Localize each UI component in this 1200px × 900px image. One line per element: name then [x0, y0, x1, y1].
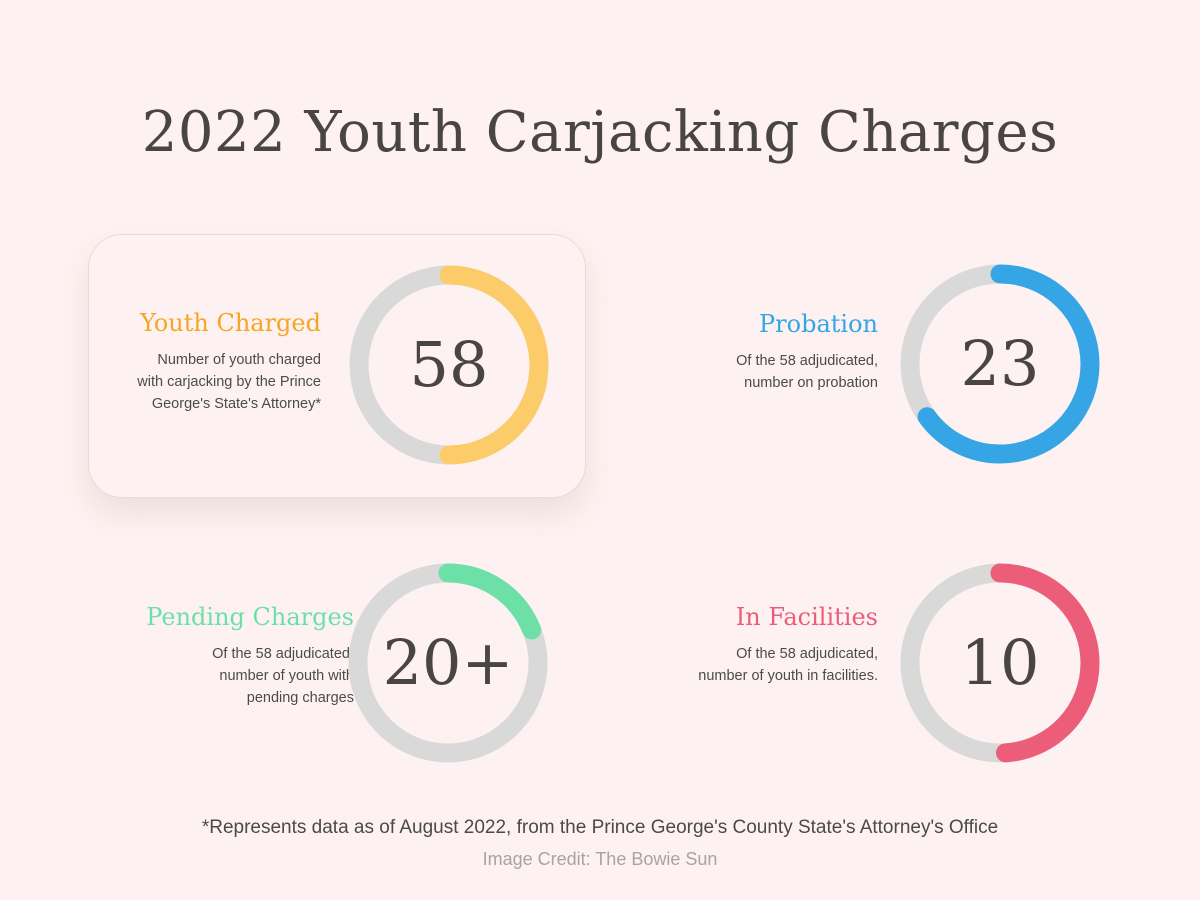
donut-chart-in-facilities: 10	[900, 563, 1100, 763]
stat-heading: Probation	[759, 310, 878, 338]
footnote: *Represents data as of August 2022, from…	[201, 817, 999, 838]
donut-arc-in-facilities	[900, 563, 1100, 763]
stat-text-in-facilities: In Facilities Of the 58 adjudicated, num…	[638, 603, 878, 687]
stat-description: Number of youth charged with carjacking …	[137, 352, 321, 412]
donut-value: 10	[960, 626, 1040, 699]
donut-svg	[348, 563, 548, 763]
donut-chart-probation: 23	[900, 264, 1100, 464]
donut-value: 58	[409, 328, 489, 401]
stat-heading: In Facilities	[735, 603, 878, 631]
stat-description: Of the 58 adjudicated, number on probati…	[736, 353, 878, 391]
donut-chart-youth-charged: 58	[349, 265, 549, 465]
donut-svg	[900, 563, 1100, 763]
page-title: 2022 Youth Carjacking Charges	[141, 100, 1059, 165]
stat-description: Of the 58 adjudicated, number of youth i…	[698, 646, 878, 684]
image-credit: Image Credit: The Bowie Sun	[482, 849, 718, 869]
stat-description: Of the 58 adjudicated, number of youth w…	[212, 646, 354, 706]
stat-card-probation: Probation Of the 58 adjudicated, number …	[640, 264, 1110, 474]
donut-value: 23	[960, 327, 1040, 400]
stat-text-probation: Probation Of the 58 adjudicated, number …	[638, 310, 878, 394]
donut-arc-youth-charged	[349, 265, 549, 465]
donut-svg	[900, 264, 1100, 464]
stat-heading: Pending Charges	[146, 603, 354, 631]
donut-svg	[349, 265, 549, 465]
stat-text-youth-charged: Youth Charged Number of youth charged wi…	[81, 309, 321, 415]
donut-arc-pending-charges	[348, 563, 548, 763]
stat-card-pending-charges: Pending Charges Of the 58 adjudicated, n…	[88, 563, 558, 773]
stat-card-in-facilities: In Facilities Of the 58 adjudicated, num…	[640, 563, 1110, 773]
donut-chart-pending-charges: 20+	[348, 563, 548, 763]
donut-arc-probation	[900, 264, 1100, 464]
stat-card-youth-charged: Youth Charged Number of youth charged wi…	[88, 234, 586, 498]
stat-heading: Youth Charged	[140, 309, 321, 337]
stat-text-pending-charges: Pending Charges Of the 58 adjudicated, n…	[114, 603, 354, 709]
donut-value: 20+	[382, 626, 514, 699]
